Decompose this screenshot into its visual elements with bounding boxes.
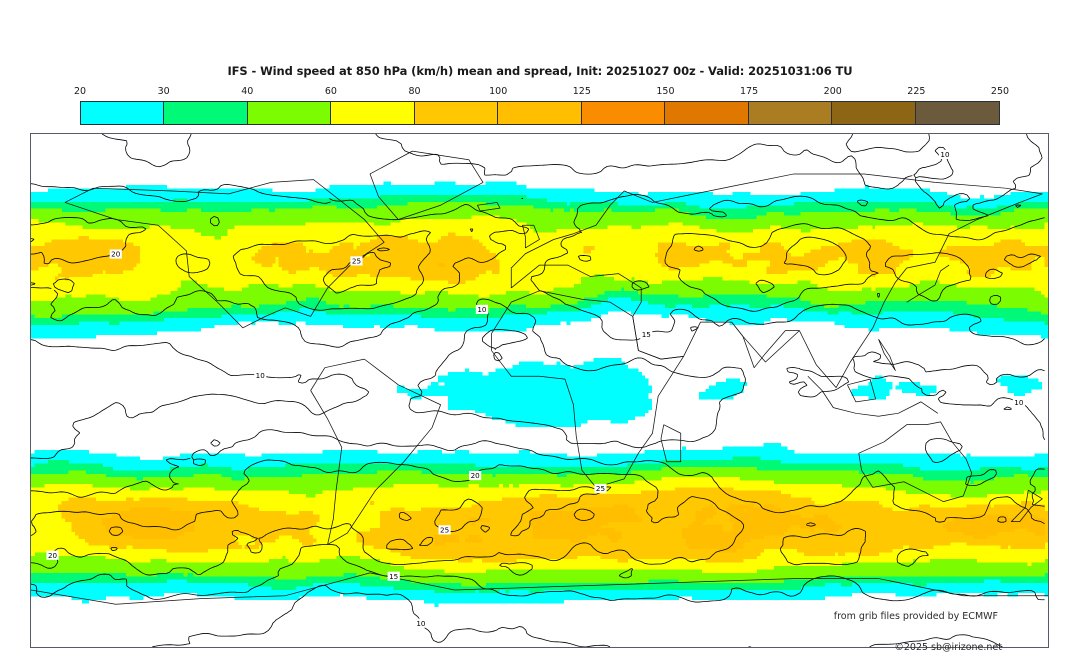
coastline-path: [64, 179, 385, 329]
coastline-path: [847, 378, 877, 403]
colorbar-band-40-60: [247, 102, 332, 124]
colorbar-tick-250: 250: [990, 86, 1010, 97]
contour-label-box: [640, 329, 653, 340]
contour-line-15: [31, 183, 1045, 603]
contour-label-text: 25: [440, 525, 449, 534]
speed-band-40: [31, 201, 1048, 587]
coastline-path: [491, 290, 684, 488]
colorbar-legend: 20 30 40 60 80 100 125 150 175 200 225 250: [74, 86, 1009, 126]
contour-label-text: 20: [111, 250, 121, 259]
contour-label-text: 10: [416, 619, 426, 628]
coastline-path: [310, 358, 441, 545]
contour-label-text: 10: [940, 150, 950, 159]
contour-label-box: [475, 304, 489, 314]
contour-label-box: [387, 571, 400, 581]
contour-line-20: [31, 217, 1041, 579]
speed-band-20: [31, 181, 1048, 607]
colorbar-tick-30: 30: [157, 86, 170, 97]
colorbar-tick-175: 175: [740, 86, 759, 97]
colorbar-tick-125: 125: [572, 86, 591, 97]
contour-label-layer: 10 10 10 10 10 15 15 20 20 20 25 25 25: [46, 149, 1025, 628]
contour-label-box: [414, 618, 428, 628]
colorbar-band-20-30: [81, 102, 165, 124]
colorbar-tick-60: 60: [324, 86, 337, 97]
contour-label-text: 10: [256, 371, 266, 380]
coastline-path: [660, 424, 682, 463]
colorbar-tick-40: 40: [241, 86, 254, 97]
colorbar-band-100-125: [498, 102, 582, 124]
contour-label-box: [109, 249, 122, 259]
colorbar-band-175-200: [748, 102, 833, 124]
contour-label-box: [350, 256, 363, 266]
contour-label-text: 15: [642, 330, 651, 339]
page-title: IFS - Wind speed at 850 hPa (km/h) mean …: [227, 64, 853, 78]
coastline-path: [476, 202, 501, 212]
colorbar-tick-225: 225: [907, 86, 926, 97]
contour-label-text: 15: [389, 572, 398, 581]
contour-label-box: [469, 470, 482, 481]
colorbar-tick-80: 80: [408, 86, 421, 97]
coastline-path: [858, 421, 973, 503]
colorbar-bands: [80, 101, 1000, 125]
contour-label-text: 20: [471, 471, 481, 480]
colorbar-tick-100: 100: [489, 86, 508, 97]
contour-label-text: 20: [48, 551, 58, 560]
contour-line-10: [31, 134, 1045, 647]
coastline-path: [878, 338, 896, 371]
contour-label-box: [46, 550, 59, 560]
coastline-path: [1010, 489, 1043, 522]
coastline-path: [731, 321, 800, 369]
contour-label-box: [938, 149, 952, 160]
colorbar-tick-20: 20: [73, 86, 87, 97]
contour-label-text: 10: [477, 305, 487, 314]
colorbar-tick-150: 150: [656, 86, 675, 97]
colorbar-band-80-100: [414, 102, 499, 124]
wind-speed-field: 10 10 10 10 10 15 15 20 20 20 25 25 25: [31, 134, 1048, 647]
coastline-path: [807, 375, 939, 417]
colorbar-band-150-175: [665, 102, 749, 124]
contour-label-box: [594, 483, 607, 494]
contour-label-text: 10: [1014, 398, 1024, 407]
speed-band-100: [102, 263, 1046, 553]
contour-label-text: 25: [352, 257, 361, 266]
contour-label-box: [254, 370, 267, 380]
contour-label-box: [1012, 397, 1025, 407]
filled-contour-layer: [31, 181, 1048, 607]
coastline-layer: [31, 150, 1048, 605]
colorbar-tick-200: 200: [823, 86, 842, 97]
colorbar-tick-labels: 20 30 40 60 80 100 125 150 175 200 225 250: [74, 86, 1009, 102]
copyright-credit: ©2025 sb@irizone.net: [894, 642, 1002, 653]
colorbar-band-30-40: [164, 102, 248, 124]
coastline-path: [369, 150, 484, 220]
map-canvas[interactable]: 10 10 10 10 10 15 15 20 20 20 25 25 25: [30, 133, 1049, 648]
colorbar-band-225-250: [915, 102, 999, 124]
colorbar-band-125-150: [581, 102, 666, 124]
contour-label-text: 25: [596, 484, 605, 493]
coastline-path: [31, 572, 1048, 605]
colorbar-band-60-80: [331, 102, 415, 124]
contour-label-box: [438, 525, 451, 535]
colorbar-band-200-225: [832, 102, 916, 124]
coastline-path: [906, 264, 950, 303]
coastline-path: [522, 224, 540, 249]
speed-band-60: [31, 215, 1048, 573]
data-source-credit: from grib files provided by ECMWF: [833, 611, 998, 622]
